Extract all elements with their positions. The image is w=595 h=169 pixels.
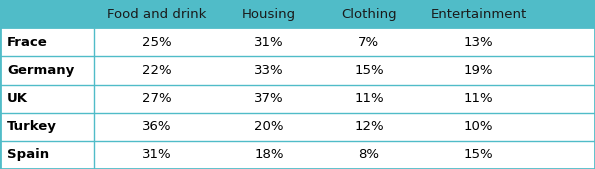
Text: 15%: 15% [464, 148, 493, 161]
Text: 19%: 19% [464, 64, 493, 77]
Text: Frace: Frace [7, 36, 48, 49]
Text: 33%: 33% [254, 64, 284, 77]
Text: Entertainment: Entertainment [430, 8, 527, 21]
Text: 10%: 10% [464, 120, 493, 133]
Text: 27%: 27% [142, 92, 171, 105]
Bar [0, 141, 595, 169]
Text: 15%: 15% [354, 64, 384, 77]
Text: 13%: 13% [464, 36, 493, 49]
Text: 31%: 31% [142, 148, 171, 161]
Text: 18%: 18% [254, 148, 284, 161]
Bar [0, 56, 595, 84]
Text: Spain: Spain [7, 148, 49, 161]
Bar [0, 28, 595, 56]
Text: 11%: 11% [464, 92, 493, 105]
Text: 25%: 25% [142, 36, 171, 49]
Text: Clothing: Clothing [341, 8, 397, 21]
Text: 11%: 11% [354, 92, 384, 105]
Text: UK: UK [7, 92, 28, 105]
Text: 37%: 37% [254, 92, 284, 105]
Text: 7%: 7% [358, 36, 380, 49]
Text: Germany: Germany [7, 64, 74, 77]
Text: Turkey: Turkey [7, 120, 57, 133]
Text: 31%: 31% [254, 36, 284, 49]
Text: 20%: 20% [254, 120, 284, 133]
Text: 36%: 36% [142, 120, 171, 133]
Text: 8%: 8% [358, 148, 380, 161]
Bar [0, 113, 595, 141]
Text: Housing: Housing [242, 8, 296, 21]
Text: 22%: 22% [142, 64, 171, 77]
Text: 12%: 12% [354, 120, 384, 133]
Text: Food and drink: Food and drink [107, 8, 206, 21]
Bar [0, 0, 595, 28]
Bar [0, 84, 595, 113]
